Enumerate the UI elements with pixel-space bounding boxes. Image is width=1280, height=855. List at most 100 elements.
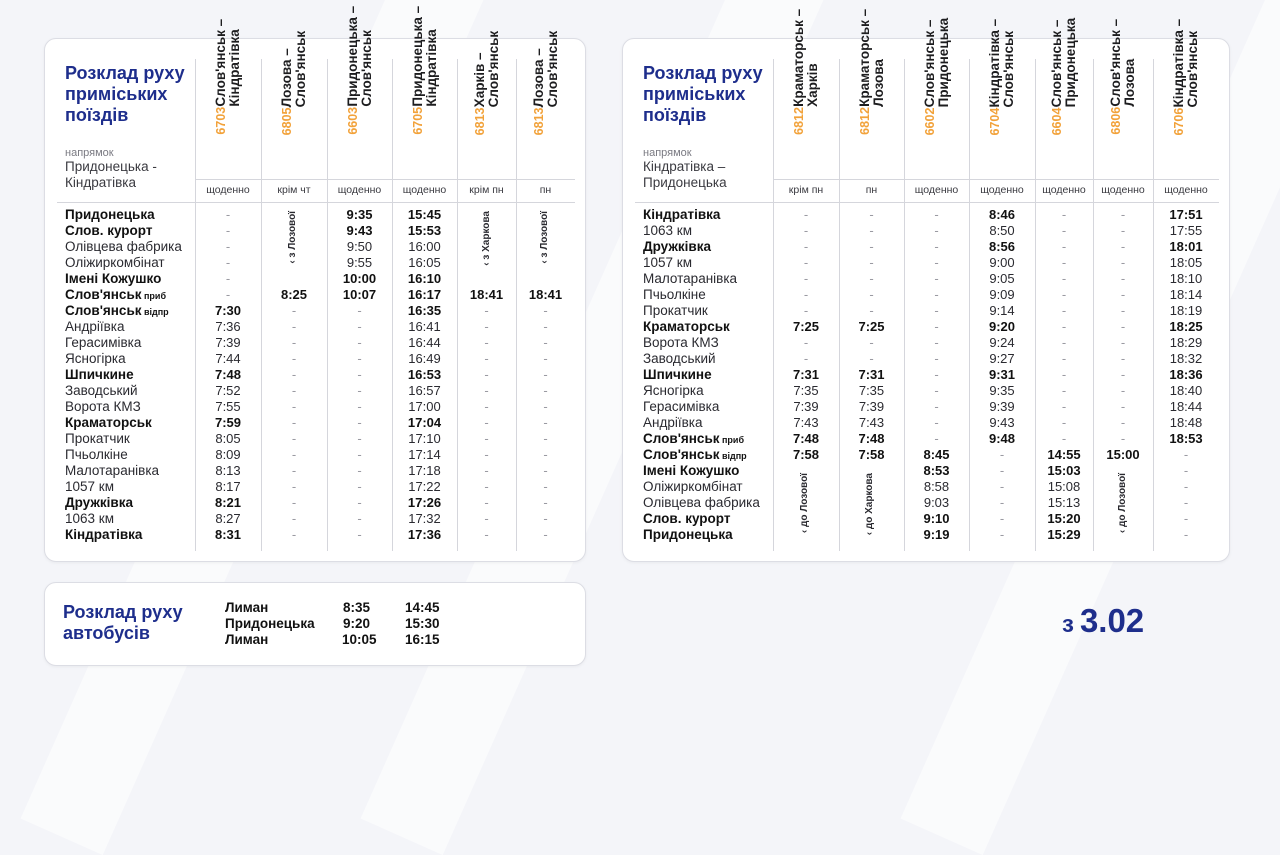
departure-time: 9:05 [989, 271, 1015, 286]
departure-time: 7:44 [215, 351, 241, 366]
column-divider [1093, 59, 1094, 551]
no-stop-dash: - [357, 527, 362, 542]
no-stop-dash: - [543, 447, 548, 462]
departure-time: 15:13 [1047, 495, 1081, 510]
departure-time: 18:41 [469, 287, 504, 302]
no-stop-dash: - [291, 463, 297, 478]
station-name: Слов. курорт [643, 511, 731, 526]
train-route: Кіндратівка – Слов'янськ [987, 18, 1016, 108]
no-stop-dash: - [999, 495, 1005, 510]
departure-time: 15:53 [407, 223, 442, 238]
column-divider [392, 59, 393, 551]
no-stop-dash: - [1120, 367, 1126, 382]
departure-time: 7:58 [858, 447, 885, 462]
departure-time: 16:57 [408, 383, 441, 398]
no-stop-dash: - [543, 303, 548, 318]
operating-days: пн [539, 184, 552, 196]
departure-time: 18:29 [1169, 335, 1203, 350]
no-stop-dash: - [869, 255, 874, 270]
no-stop-dash: - [291, 367, 297, 382]
station-list: Придонецька Слов. курорт Олівцева фабрика О… [65, 207, 182, 543]
no-stop-dash: - [934, 351, 939, 366]
bus-title-line: автобусів [63, 623, 150, 643]
train-times-column: 15:45 15:53 16:00 16:05 16:10 16:17 16:35 16:41… [392, 207, 457, 543]
station-name: Малотаранівка [643, 271, 738, 286]
departure-time: 8:50 [989, 223, 1015, 238]
no-stop-dash: - [869, 207, 874, 222]
departure-time: 16:00 [408, 239, 441, 254]
no-stop-dash: - [291, 415, 297, 430]
route-note: ‹ до Лозової [799, 473, 810, 534]
train-number: 6806 [1109, 107, 1123, 135]
departure-time: 8:53 [923, 463, 950, 478]
no-stop-dash: - [999, 463, 1005, 478]
station-name: Слов'янськ приб [643, 431, 745, 446]
departure-time: 16:53 [407, 367, 442, 382]
no-stop-dash: - [934, 367, 939, 382]
no-stop-dash: - [803, 255, 809, 270]
departure-time: 8:13 [215, 463, 241, 478]
operating-days: щоденно [914, 184, 959, 196]
train-number: 6704 [988, 107, 1002, 135]
effective-date-value: 3.02 [1079, 602, 1145, 639]
no-stop-dash: - [1120, 223, 1126, 238]
train-header: 6704 Кіндратівка – Слов'янськ [969, 19, 1035, 157]
station-name: Ясногірка [643, 383, 704, 398]
no-stop-dash: - [1183, 463, 1189, 478]
station-name: Герасимівка [65, 335, 142, 350]
station-name: Слов'янськ відпр [643, 447, 747, 462]
departure-time: 18:36 [1169, 367, 1203, 382]
departure-time: 7:58 [792, 447, 820, 462]
no-stop-dash: - [999, 527, 1005, 542]
column-divider [327, 59, 328, 551]
operating-days: пн [865, 184, 878, 196]
header-divider [195, 179, 575, 180]
no-stop-dash: - [484, 319, 489, 334]
departure-time: 9:24 [989, 335, 1015, 350]
no-stop-dash: - [543, 383, 548, 398]
departure-time: 7:48 [858, 431, 885, 446]
departure-time: 17:26 [407, 495, 442, 510]
train-header: 6706 Кіндратівка – Слов'янськ [1153, 19, 1219, 157]
departure-time: 8:58 [923, 479, 950, 494]
no-stop-dash: - [484, 527, 489, 542]
train-number: 6812 [792, 107, 806, 135]
direction-line: Придонецька - [65, 159, 157, 174]
no-stop-dash: - [357, 319, 362, 334]
no-stop-dash: - [869, 335, 874, 350]
no-stop-dash: - [484, 367, 489, 382]
departure-time: 8:46 [988, 207, 1016, 222]
column-divider [839, 59, 840, 551]
no-stop-dash: - [1120, 287, 1126, 302]
bus-title: Розклад руху автобусів [63, 602, 183, 644]
station-name: Краматорськ [65, 415, 152, 430]
departure-time [457, 271, 516, 287]
no-stop-dash: - [803, 303, 809, 318]
departure-time: 9:09 [989, 287, 1015, 302]
train-header: 6603 Придонецька – Слов'янськ [327, 6, 392, 157]
no-stop-dash: - [869, 223, 874, 238]
no-stop-dash: - [543, 319, 548, 334]
departure-time: 7:48 [792, 431, 820, 446]
no-stop-dash: - [543, 351, 548, 366]
train-route: Слов'янськ – Придонецька [1049, 17, 1078, 108]
departure-time: 17:32 [408, 511, 441, 526]
train-route: Краматорськ – Харків [791, 9, 820, 108]
bus-time: 14:45 [405, 600, 440, 615]
no-stop-dash: - [1120, 399, 1126, 414]
no-stop-dash: - [803, 207, 809, 222]
departure-time: 17:00 [408, 399, 441, 414]
departure-time: 18:48 [1169, 415, 1203, 430]
station-name: Кіндратівка [65, 527, 143, 542]
bus-time: 10:05 [342, 632, 377, 647]
direction-label: напрямок [65, 147, 114, 159]
station-name: Імені Кожушко [643, 463, 740, 478]
no-stop-dash: - [543, 399, 548, 414]
station-name: Малотаранівка [65, 463, 160, 478]
no-stop-dash: - [357, 399, 362, 414]
no-stop-dash: - [357, 447, 362, 462]
train-times-column: - - - - - - - - - - - - - - -8:45 8:53 8:58 9:03 9:10 9:19 [904, 207, 969, 543]
no-stop-dash: - [291, 511, 297, 526]
train-header: 6813 Харків – Слов'янськ [457, 31, 516, 157]
train-number: 6703 [214, 107, 228, 135]
